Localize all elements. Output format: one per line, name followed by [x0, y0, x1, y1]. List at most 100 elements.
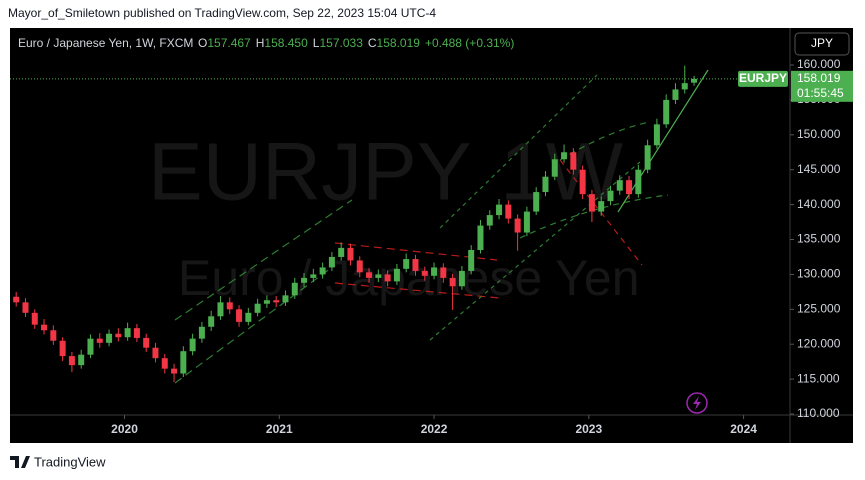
y-tick-label: 130.000 [797, 267, 841, 281]
candle-body [635, 169, 642, 195]
trend-line [617, 69, 709, 213]
symbol-tag: EURJPY [739, 71, 787, 85]
candle-body [672, 89, 679, 100]
candle-body [273, 300, 280, 303]
price-box [791, 70, 853, 102]
candle-body [319, 267, 326, 275]
y-tick-label: 145.000 [797, 162, 841, 176]
candle-body [440, 267, 447, 278]
candle-body [291, 282, 298, 296]
candle-body [59, 340, 66, 357]
candle-body [338, 247, 345, 257]
candle-body [468, 249, 475, 271]
chart-background [10, 28, 853, 443]
candle-body [78, 354, 85, 366]
legend-value: 157.467 [207, 36, 251, 50]
candle-body [681, 83, 688, 90]
candle-body [133, 328, 140, 338]
candle-body [263, 300, 270, 304]
candle-body [505, 204, 512, 219]
candle-body [301, 277, 308, 283]
candle-body [347, 247, 354, 261]
candle-body [598, 201, 605, 212]
candle-body [171, 368, 178, 374]
symbol-title: Euro / Japanese Yen, 1W, FXCM [18, 36, 193, 50]
channel-line [174, 199, 353, 321]
candle-body [653, 124, 660, 146]
symbol-tag-bg [738, 70, 788, 87]
candle-body [282, 295, 289, 303]
candle-body [644, 145, 651, 170]
candle-body [514, 218, 521, 233]
y-tick-label: 115.000 [797, 371, 840, 385]
y-tick-label: 125.000 [797, 301, 841, 315]
legend-prefix: L [313, 36, 320, 50]
candle-body [106, 333, 113, 343]
y-tick-label: 160.000 [797, 57, 841, 71]
legend-value: 157.033 [319, 36, 363, 50]
candle-body [607, 190, 614, 202]
currency-button[interactable] [794, 32, 850, 56]
candle-body [217, 302, 224, 317]
countdown: 01:55:45 [797, 86, 844, 100]
candle-body [115, 333, 122, 338]
alert-icon[interactable] [686, 392, 708, 414]
candle-body [542, 176, 549, 193]
candle-body [366, 272, 373, 278]
publisher: Mayor_of_Smiletown published on TradingV… [8, 6, 436, 20]
legend-prefix: C [368, 36, 377, 50]
candle-body [226, 302, 233, 310]
candle-body [421, 270, 428, 276]
candle-body [96, 338, 103, 343]
candle-body [41, 324, 48, 331]
candle-body [50, 330, 57, 341]
candle-body [189, 338, 196, 352]
candle-body [68, 356, 75, 366]
candle-body [356, 260, 363, 273]
candle-body [477, 225, 484, 250]
x-tick-label: 2023 [575, 422, 602, 436]
candle-body [393, 268, 400, 282]
watermark-symbol: EURJPY [148, 127, 472, 218]
arc-line [559, 121, 651, 161]
candle-body [208, 316, 215, 327]
alert-icon-bolt [693, 396, 701, 410]
candle-body [161, 358, 168, 369]
y-tick-label: 110.000 [797, 406, 840, 420]
candle-body [523, 211, 530, 233]
candle-body [449, 277, 456, 287]
watermark-interval: 1W [500, 127, 624, 218]
currency[interactable]: JPY [811, 36, 833, 50]
legend-prefix: O [198, 36, 207, 50]
candle-body [384, 274, 391, 282]
candle-body [245, 312, 252, 322]
watermark-name: Euro / Japanese Yen [178, 250, 640, 306]
x-tick-label: 2024 [730, 422, 757, 436]
y-tick-label: 150.000 [797, 127, 841, 141]
candle-body [13, 296, 20, 303]
legend-prefix: H [256, 36, 265, 50]
y-tick-label: 120.000 [797, 336, 841, 350]
legend-value: 158.019 [377, 36, 421, 50]
channel-line [174, 264, 336, 384]
candle-body [198, 326, 205, 339]
candle-body [236, 309, 243, 322]
candle-body [310, 274, 317, 278]
candle-body [180, 351, 187, 374]
candle-body [124, 328, 131, 338]
candle-body [431, 267, 438, 276]
candle-body [496, 204, 503, 216]
ohlc-legend: O157.467 H158.450 L157.033 C158.019 +0.488 (… [198, 36, 514, 50]
candle-body [626, 180, 633, 195]
candle-body [616, 180, 623, 191]
candle-body [663, 99, 670, 125]
channel-line [429, 161, 641, 341]
candle-body [570, 152, 577, 170]
candle-body [254, 303, 261, 313]
candle-body [588, 194, 595, 212]
candle-body [561, 152, 568, 160]
candle-body [403, 259, 410, 269]
candle-body [31, 312, 38, 325]
candle-body [412, 259, 419, 271]
